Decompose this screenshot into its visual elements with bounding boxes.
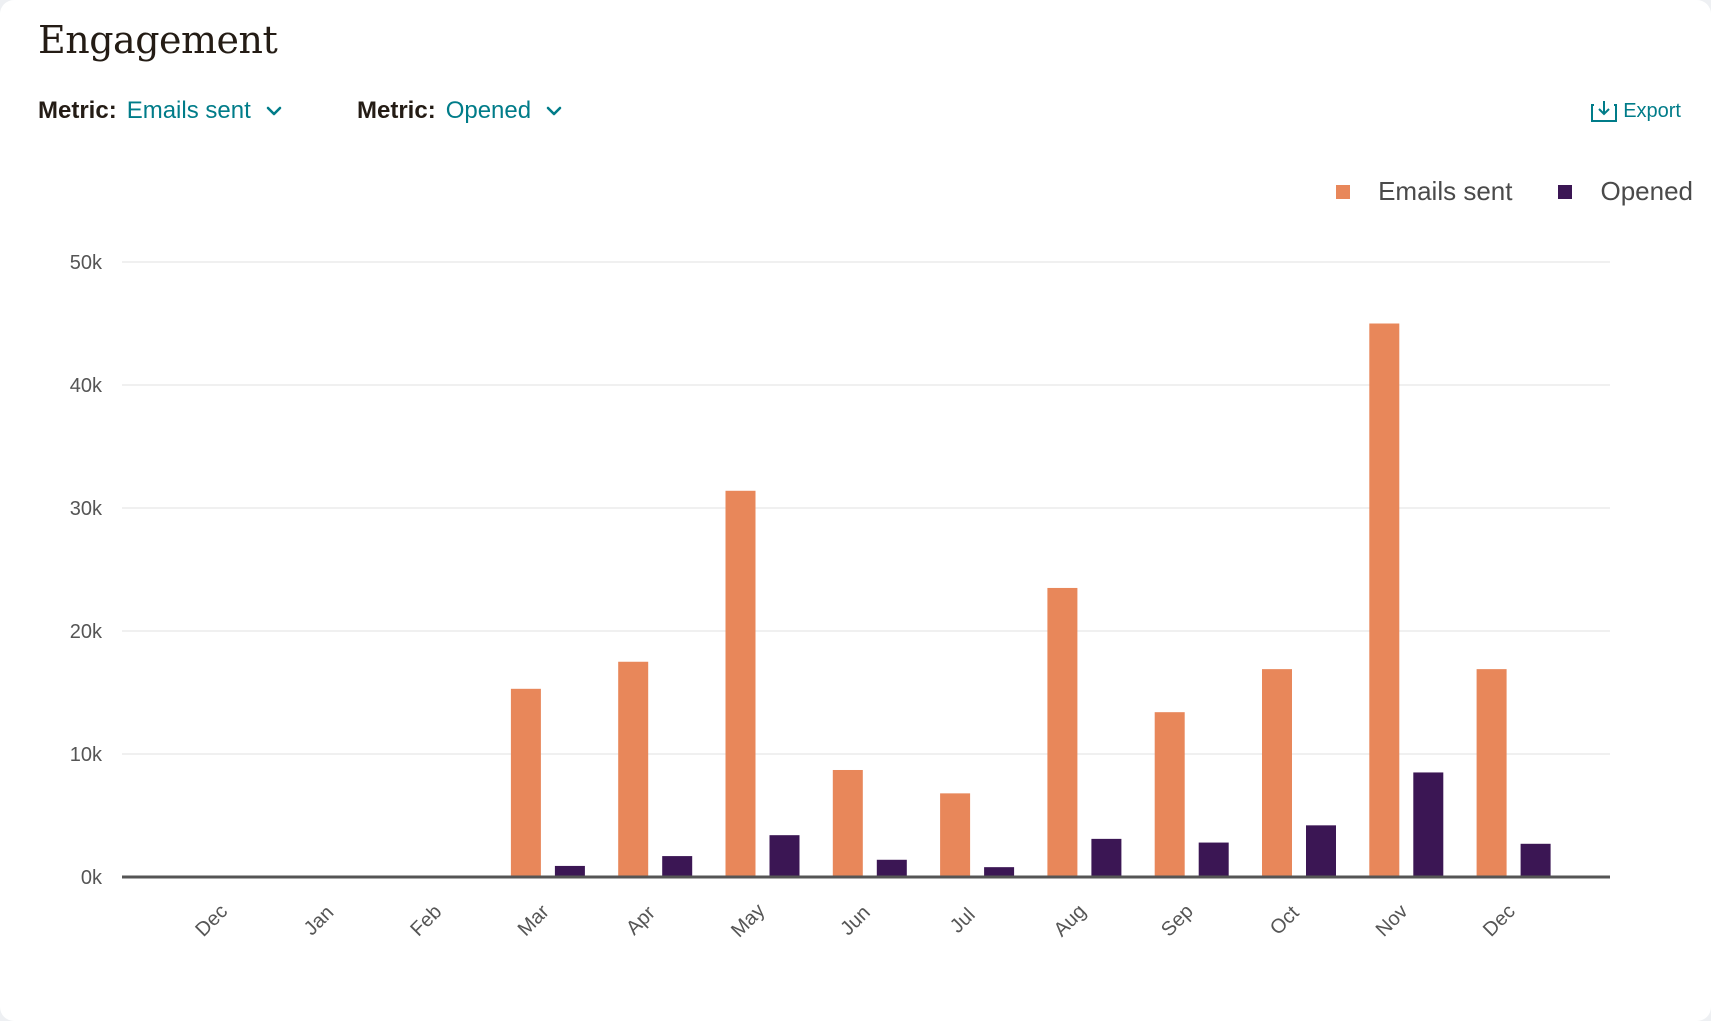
bar-opened xyxy=(1091,838,1122,877)
bar-opened xyxy=(876,859,907,877)
bar-opened xyxy=(1520,843,1551,877)
export-button[interactable]: Export xyxy=(1590,99,1681,123)
chevron-down-icon xyxy=(266,106,282,116)
x-tick-label: Nov xyxy=(1372,900,1413,941)
bar-emails-sent xyxy=(940,793,971,877)
x-tick-label: Dec xyxy=(1479,900,1520,941)
bar-emails-sent xyxy=(725,490,756,877)
legend-item-emails-sent[interactable]: Emails sent xyxy=(1336,176,1512,207)
chevron-down-icon xyxy=(546,106,562,116)
x-tick-label: Jan xyxy=(300,902,338,940)
chart-legend: Emails sent Opened xyxy=(1290,176,1693,207)
legend-swatch xyxy=(1336,184,1351,199)
x-tick-label: Dec xyxy=(191,900,232,941)
export-label: Export xyxy=(1623,99,1681,122)
x-tick-label: Mar xyxy=(514,901,554,941)
y-tick-label: 10k xyxy=(70,744,103,766)
bar-opened xyxy=(1413,772,1444,877)
x-tick-label: May xyxy=(727,900,769,942)
page-title: Engagement xyxy=(38,18,278,62)
bar-emails-sent xyxy=(1047,587,1078,877)
bar-opened xyxy=(769,835,800,877)
y-tick-label: 0k xyxy=(81,867,103,889)
bar-emails-sent xyxy=(1369,323,1400,877)
bar-opened xyxy=(1198,842,1229,877)
y-tick-label: 20k xyxy=(70,621,103,643)
bar-emails-sent xyxy=(510,688,541,877)
y-tick-label: 40k xyxy=(70,375,103,397)
bar-opened xyxy=(554,865,585,877)
x-tick-label: Jun xyxy=(836,902,874,940)
y-tick-label: 30k xyxy=(70,498,103,520)
metric-value: Emails sent xyxy=(126,97,251,124)
legend-swatch xyxy=(1558,184,1573,199)
bar-emails-sent xyxy=(832,769,863,877)
x-tick-label: Aug xyxy=(1050,900,1091,941)
bar-opened xyxy=(984,867,1015,877)
metric-label: Metric: xyxy=(357,97,436,124)
legend-label: Opened xyxy=(1600,176,1693,206)
x-tick-label: Feb xyxy=(406,901,446,941)
x-tick-label: Oct xyxy=(1266,902,1304,940)
bar-emails-sent xyxy=(1154,712,1185,877)
bar-emails-sent xyxy=(1262,669,1292,877)
metric-dropdown-2[interactable]: Metric: Opened xyxy=(357,97,563,125)
export-icon xyxy=(1591,101,1618,122)
bar-opened xyxy=(1306,825,1336,877)
legend-label: Emails sent xyxy=(1378,176,1513,206)
metric-label: Metric: xyxy=(38,97,117,124)
legend-item-opened[interactable]: Opened xyxy=(1558,176,1693,207)
y-tick-label: 50k xyxy=(70,252,103,274)
bar-opened xyxy=(662,856,693,877)
metric-dropdown-1[interactable]: Metric: Emails sent xyxy=(38,97,283,125)
bar-emails-sent xyxy=(1476,669,1507,877)
metric-value: Opened xyxy=(445,97,532,124)
bar-emails-sent xyxy=(618,661,649,877)
x-tick-label: Jul xyxy=(946,904,980,938)
x-tick-label: Apr xyxy=(622,902,660,940)
x-tick-label: Sep xyxy=(1157,900,1198,941)
